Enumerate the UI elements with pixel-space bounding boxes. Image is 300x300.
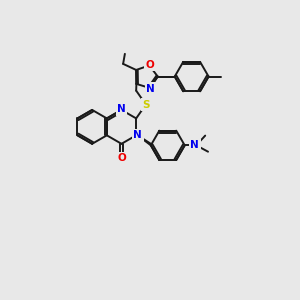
Text: N: N bbox=[117, 104, 126, 114]
Text: O: O bbox=[117, 153, 126, 164]
Text: O: O bbox=[146, 60, 154, 70]
Text: N: N bbox=[190, 140, 199, 150]
Text: N: N bbox=[133, 130, 142, 140]
Text: S: S bbox=[142, 100, 150, 110]
Text: N: N bbox=[146, 84, 155, 94]
